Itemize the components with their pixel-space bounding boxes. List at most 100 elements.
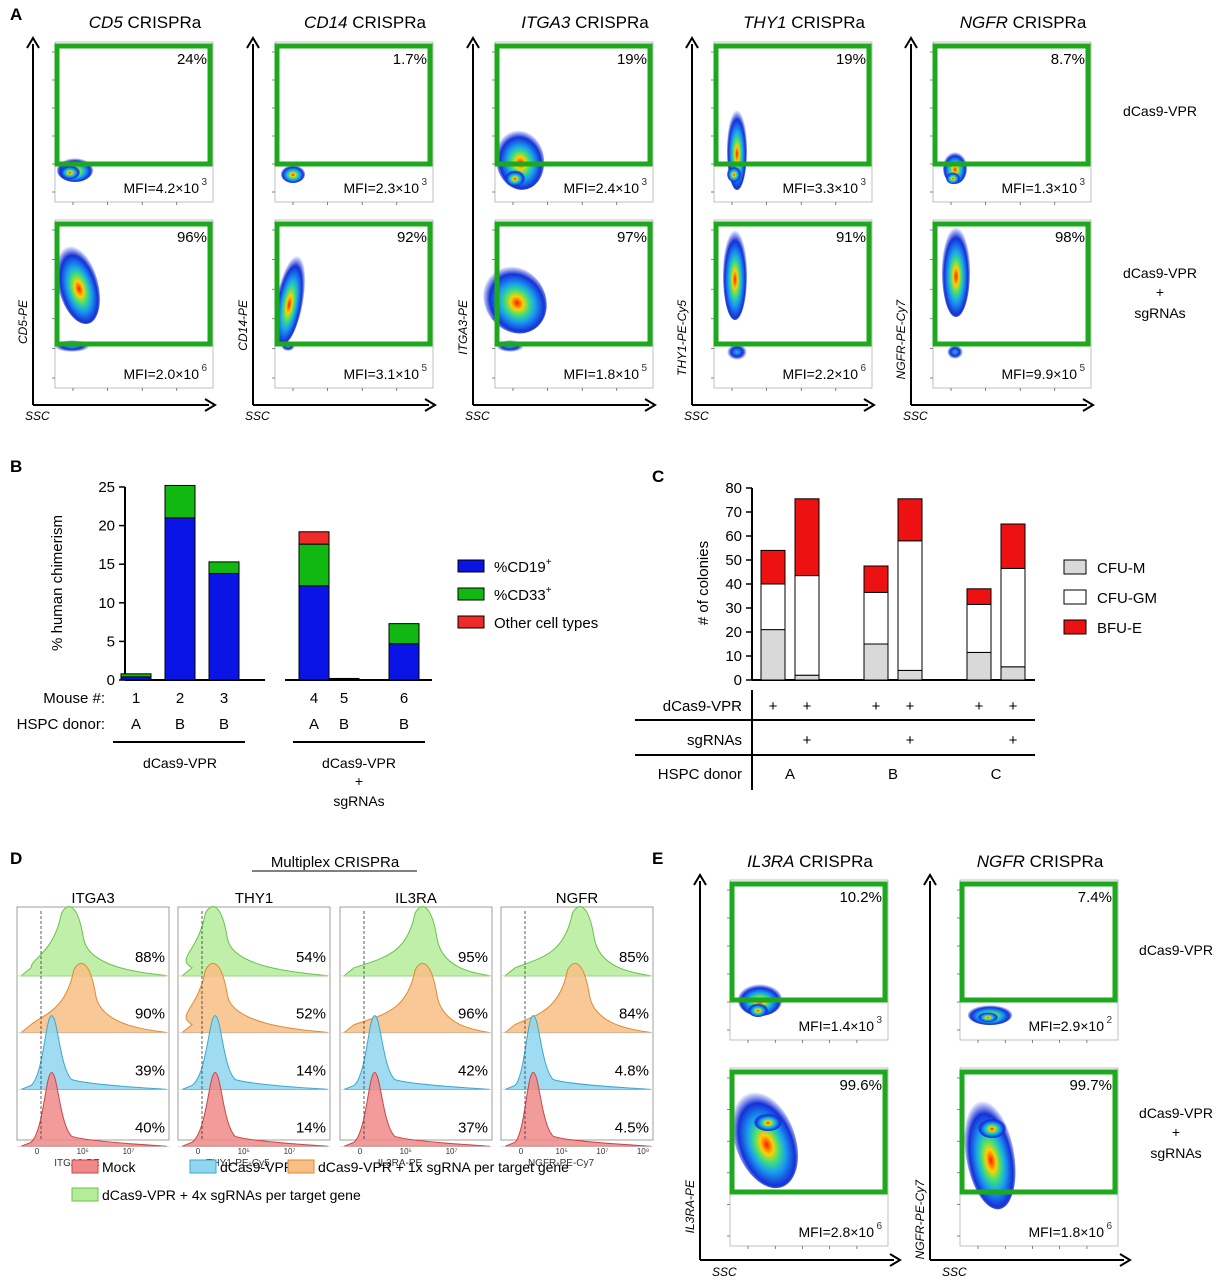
panel-a-bottom-0-percent: 96% bbox=[177, 229, 207, 246]
panel-c: C 0 10 20 30 40 50 60 70 80 # of colonies dCas9-VPR… bbox=[635, 467, 1157, 790]
panel-a-top-0-gate bbox=[54, 43, 213, 167]
panel-d-xtick-label: 10⁷ bbox=[284, 1147, 296, 1156]
panel-a-title-gene: NGFR bbox=[960, 13, 1008, 32]
panel-d-percent: 52% bbox=[296, 1006, 326, 1023]
panel-a-row-label-top: dCas9-VPR bbox=[1123, 103, 1197, 119]
panel-e-title-gene: IL3RA bbox=[747, 852, 794, 871]
panel-a-title-suffix: CRISPRa bbox=[787, 13, 866, 32]
panel-a-row-label-bottom-1: dCas9-VPR bbox=[1123, 265, 1197, 281]
panel-c-ytick-label: 30 bbox=[725, 600, 742, 617]
panel-e-title-suffix: CRISPRa bbox=[794, 852, 873, 871]
panel-b-bar-cd19 bbox=[388, 643, 420, 681]
panel-a-bottom-3-percent: 91% bbox=[836, 229, 866, 246]
panel-d-histogram-title: ITGA3 bbox=[71, 890, 114, 907]
panel-b-mouse-number: 2 bbox=[176, 690, 184, 707]
panel-a-top-0-mfi-exponent: 3 bbox=[201, 177, 207, 188]
panel-c-dcas9-mark: + bbox=[975, 698, 984, 715]
panel-d-percent: 85% bbox=[619, 949, 649, 966]
panel-c-ytick-label: 50 bbox=[725, 552, 742, 569]
panel-e-1-y-arrow bbox=[923, 873, 937, 886]
panel-a-3-y-arrow bbox=[685, 36, 699, 49]
panel-e-column-ngfr: NGFR CRISPRa 7.4% MFI=2.9×10 2 99.7% MFI=1.8×… bbox=[913, 852, 1132, 1279]
panel-e-bottom-1-mfi: MFI=1.8×10 bbox=[1029, 1224, 1105, 1240]
panel-a-bottom-3-gate bbox=[713, 221, 872, 347]
panel-a-1-x-arrow bbox=[424, 398, 437, 412]
panel-a-bottom-1-percent: 92% bbox=[397, 229, 427, 246]
panel-c-ytick-label: 0 bbox=[734, 672, 742, 689]
panel-d-histogram-il3ra: IL3RA 95% 96% 42% 37% 0 10⁵ 10⁷ IL3RA-PE bbox=[339, 890, 493, 1169]
panel-c-bar-cfu-m bbox=[863, 643, 889, 681]
panel-e-row-label-bottom-3: sgRNAs bbox=[1150, 1145, 1201, 1161]
panel-a-title-gene: CD5 bbox=[89, 13, 124, 32]
panel-b-legend-swatch bbox=[457, 559, 485, 573]
panel-c-legend-swatch bbox=[1063, 619, 1087, 635]
panel-b-ytick-label: 15 bbox=[98, 556, 115, 573]
panel-b-ytick-label: 0 bbox=[107, 672, 115, 689]
panel-b-bar-cd33 bbox=[164, 484, 196, 519]
panel-a-top-0-mfi: MFI=4.2×10 bbox=[124, 180, 200, 196]
panel-b-bar-cd33 bbox=[208, 561, 240, 574]
panel-d-xtick-label: 0 bbox=[358, 1147, 363, 1156]
panel-a-title-suffix: CRISPRa bbox=[570, 13, 649, 32]
panel-a-row-label-bottom-3: sgRNAs bbox=[1134, 305, 1185, 321]
panel-a-bottom-4-percent: 98% bbox=[1055, 229, 1085, 246]
panel-c-dcas9-mark: + bbox=[1009, 698, 1018, 715]
panel-a-xlabel: SSC bbox=[25, 409, 50, 423]
panel-d-histogram-trace bbox=[343, 1015, 491, 1090]
panel-d-percent: 39% bbox=[135, 1062, 165, 1079]
panel-a-xlabel: SSC bbox=[684, 409, 709, 423]
panel-d-percent: 54% bbox=[296, 949, 326, 966]
panel-d-xlabel: THY1-PE-Cy5 bbox=[206, 1158, 270, 1169]
panel-a-title: NGFR CRISPRa bbox=[960, 13, 1087, 32]
panel-e-xlabel: SSC bbox=[942, 1265, 967, 1279]
panel-b-donor: A bbox=[131, 716, 141, 733]
panel-c-bar-cfu-gm bbox=[966, 603, 992, 653]
panel-e-top-1-gate bbox=[959, 881, 1118, 1003]
panel-c-bar-cfu-gm bbox=[760, 583, 786, 631]
panel-d-histogram-ngfr: NGFR 85% 84% 4.8% 4.5% 0 10⁵ 10⁷ 10⁹ NGFR-PE-Cy7 bbox=[500, 890, 654, 1169]
panel-a-title-gene: CD14 bbox=[304, 13, 347, 32]
panel-d-percent: 42% bbox=[458, 1062, 488, 1079]
panel-b-legend-name: %CD19 bbox=[494, 559, 546, 576]
panel-d-histogram-thy1: THY1 54% 52% 14% 14% 0 10⁵ 10⁷ THY1-PE-Cy5 bbox=[177, 890, 331, 1169]
panel-d-percent: 4.8% bbox=[615, 1062, 649, 1079]
panel-d-percent: 90% bbox=[135, 1006, 165, 1023]
panel-e-bottom-1-mfi-exponent: 6 bbox=[1106, 1221, 1112, 1232]
panel-a-ylabel: ITGA3-PE bbox=[456, 299, 470, 355]
panel-a-top-2-mfi-exponent: 3 bbox=[641, 177, 647, 188]
panel-c-bar-cfu-m bbox=[1000, 666, 1026, 681]
panel-d-histogram-trace bbox=[342, 906, 491, 977]
panel-a-3-x-arrow bbox=[863, 398, 876, 412]
panel-c-bar-bfu-e bbox=[794, 498, 820, 577]
panel-a-bottom-1-mfi: MFI=3.1×10 bbox=[344, 366, 420, 382]
panel-d-xtick-label: 0 bbox=[519, 1147, 524, 1156]
panel-c-legend-label: CFU-M bbox=[1097, 560, 1145, 577]
panel-b-bar-cd33 bbox=[388, 623, 420, 645]
panel-b-legend-sup: + bbox=[546, 557, 552, 568]
panel-e-title-gene: NGFR bbox=[977, 852, 1025, 871]
panel-e-top-0-percent: 10.2% bbox=[839, 889, 882, 906]
panel-c-donor-label: C bbox=[991, 766, 1002, 783]
panel-d-legend-label: dCas9-VPR + 4x sgRNAs per target gene bbox=[102, 1187, 361, 1203]
panel-a-title-suffix: CRISPRa bbox=[348, 13, 427, 32]
panel-d-histogram-trace bbox=[503, 962, 652, 1034]
panel-a-top-0-percent: 24% bbox=[177, 51, 207, 68]
panel-a-bottom-2-gate bbox=[494, 221, 653, 347]
panel-b-bar-cd19 bbox=[298, 585, 330, 681]
panel-c-bar-cfu-gm bbox=[863, 591, 889, 645]
panel-c-legend-label: BFU-E bbox=[1097, 620, 1142, 637]
panel-c-dcas9-mark: + bbox=[872, 698, 881, 715]
panel-a-1-y-arrow bbox=[246, 36, 260, 49]
panel-c-bar-cfu-m bbox=[794, 674, 820, 681]
panel-d-histogram-trace bbox=[343, 1071, 491, 1147]
panel-d-xtick-label: 10⁷ bbox=[123, 1147, 135, 1156]
panel-c-ytick-label: 40 bbox=[725, 576, 742, 593]
panel-e-title: IL3RA CRISPRa bbox=[747, 852, 873, 871]
panel-e-top-1-mfi: MFI=2.9×10 bbox=[1029, 1018, 1105, 1034]
panel-d-xtick-label: 10⁵ bbox=[238, 1147, 250, 1156]
panel-b-row-donor: HSPC donor: bbox=[17, 716, 105, 733]
panel-b-donor: B bbox=[399, 716, 409, 733]
panel-c-legend-label: CFU-GM bbox=[1097, 590, 1157, 607]
panel-b-legend-label: %CD33+ bbox=[494, 585, 552, 604]
